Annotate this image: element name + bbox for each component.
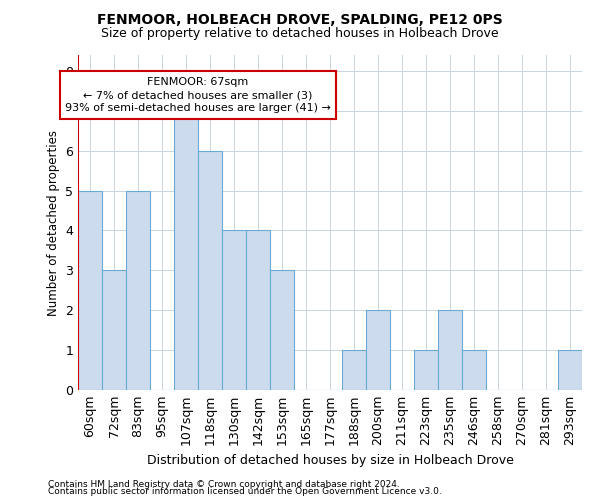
Bar — [342, 350, 366, 390]
Bar — [414, 350, 438, 390]
Bar — [366, 310, 390, 390]
Bar — [174, 111, 198, 390]
Bar — [270, 270, 294, 390]
Bar — [126, 190, 150, 390]
Y-axis label: Number of detached properties: Number of detached properties — [47, 130, 59, 316]
Bar — [246, 230, 270, 390]
X-axis label: Distribution of detached houses by size in Holbeach Drove: Distribution of detached houses by size … — [146, 454, 514, 466]
Bar — [102, 270, 126, 390]
Text: Contains public sector information licensed under the Open Government Licence v3: Contains public sector information licen… — [48, 487, 442, 496]
Bar — [198, 150, 222, 390]
Bar — [78, 190, 102, 390]
Text: Contains HM Land Registry data © Crown copyright and database right 2024.: Contains HM Land Registry data © Crown c… — [48, 480, 400, 489]
Text: FENMOOR: 67sqm
← 7% of detached houses are smaller (3)
93% of semi-detached hous: FENMOOR: 67sqm ← 7% of detached houses a… — [65, 77, 331, 114]
Bar — [462, 350, 486, 390]
Text: Size of property relative to detached houses in Holbeach Drove: Size of property relative to detached ho… — [101, 28, 499, 40]
Bar — [558, 350, 582, 390]
Bar — [222, 230, 246, 390]
Text: FENMOOR, HOLBEACH DROVE, SPALDING, PE12 0PS: FENMOOR, HOLBEACH DROVE, SPALDING, PE12 … — [97, 12, 503, 26]
Bar — [438, 310, 462, 390]
